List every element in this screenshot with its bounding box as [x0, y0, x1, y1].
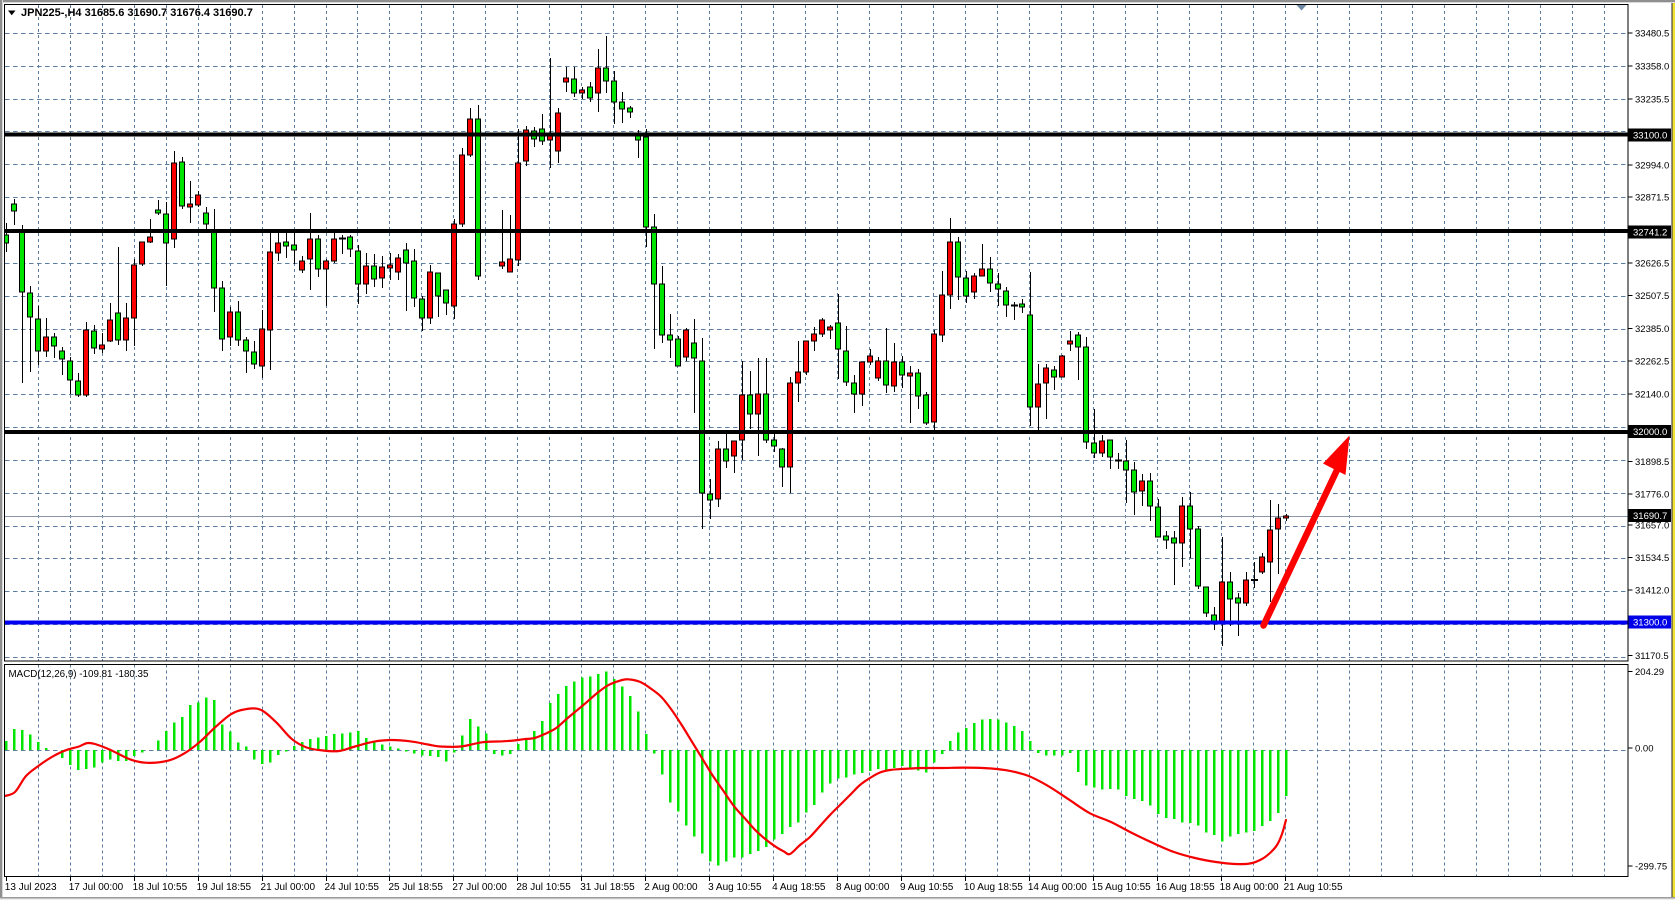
- svg-text:31170.5: 31170.5: [1635, 651, 1669, 662]
- svg-text:204.29: 204.29: [1635, 667, 1664, 678]
- svg-text:32385.0: 32385.0: [1635, 324, 1669, 335]
- svg-text:31657.0: 31657.0: [1635, 520, 1669, 531]
- svg-text:21 Aug 10:55: 21 Aug 10:55: [1284, 882, 1343, 893]
- svg-text:13 Jul 2023: 13 Jul 2023: [5, 882, 57, 893]
- svg-text:31898.5: 31898.5: [1635, 457, 1669, 468]
- svg-text:25 Jul 18:55: 25 Jul 18:55: [388, 882, 443, 893]
- svg-text:0.00: 0.00: [1635, 743, 1654, 754]
- svg-text:31300.0: 31300.0: [1633, 617, 1667, 628]
- svg-text:18 Jul 10:55: 18 Jul 10:55: [133, 882, 188, 893]
- svg-text:2 Aug 00:00: 2 Aug 00:00: [644, 882, 698, 893]
- svg-text:18 Aug 00:00: 18 Aug 00:00: [1220, 882, 1279, 893]
- svg-text:31 Jul 18:55: 31 Jul 18:55: [580, 882, 635, 893]
- svg-text:17 Jul 00:00: 17 Jul 00:00: [69, 882, 124, 893]
- svg-text:32741.2: 32741.2: [1633, 227, 1667, 238]
- svg-text:32262.5: 32262.5: [1635, 356, 1669, 367]
- svg-text:10 Aug 18:55: 10 Aug 18:55: [964, 882, 1023, 893]
- svg-text:33100.0: 33100.0: [1633, 130, 1667, 141]
- svg-text:3 Aug 10:55: 3 Aug 10:55: [708, 882, 762, 893]
- svg-text:-299.75: -299.75: [1635, 861, 1667, 872]
- svg-text:16 Aug 18:55: 16 Aug 18:55: [1156, 882, 1215, 893]
- svg-text:19 Jul 18:55: 19 Jul 18:55: [197, 882, 252, 893]
- svg-text:4 Aug 18:55: 4 Aug 18:55: [772, 882, 826, 893]
- svg-text:27 Jul 00:00: 27 Jul 00:00: [452, 882, 507, 893]
- svg-text:31534.5: 31534.5: [1635, 553, 1669, 564]
- svg-text:28 Jul 10:55: 28 Jul 10:55: [516, 882, 571, 893]
- svg-text:31776.0: 31776.0: [1635, 489, 1669, 500]
- svg-text:32507.5: 32507.5: [1635, 291, 1669, 302]
- svg-text:33235.5: 33235.5: [1635, 94, 1669, 105]
- svg-text:31690.7: 31690.7: [1633, 511, 1667, 522]
- svg-text:31412.0: 31412.0: [1635, 585, 1669, 596]
- svg-text:33480.5: 33480.5: [1635, 28, 1669, 39]
- svg-text:24 Jul 10:55: 24 Jul 10:55: [325, 882, 380, 893]
- svg-text:8 Aug 00:00: 8 Aug 00:00: [836, 882, 890, 893]
- svg-text:33358.0: 33358.0: [1635, 61, 1669, 72]
- svg-text:32140.0: 32140.0: [1635, 389, 1669, 400]
- svg-text:21 Jul 00:00: 21 Jul 00:00: [261, 882, 316, 893]
- svg-text:MACD(12,26,9) -109.81 -180.35: MACD(12,26,9) -109.81 -180.35: [9, 669, 150, 680]
- svg-text:32994.0: 32994.0: [1635, 160, 1669, 171]
- svg-text:32000.0: 32000.0: [1633, 427, 1667, 438]
- svg-text:9 Aug 10:55: 9 Aug 10:55: [900, 882, 954, 893]
- svg-text:15 Aug 10:55: 15 Aug 10:55: [1092, 882, 1151, 893]
- svg-text:32626.5: 32626.5: [1635, 258, 1669, 269]
- svg-text:JPN225-,H4 31685.6 31690.7 31: JPN225-,H4 31685.6 31690.7 31676.4 31690…: [21, 7, 253, 19]
- svg-text:32871.5: 32871.5: [1635, 192, 1669, 203]
- svg-text:14 Aug 00:00: 14 Aug 00:00: [1028, 882, 1087, 893]
